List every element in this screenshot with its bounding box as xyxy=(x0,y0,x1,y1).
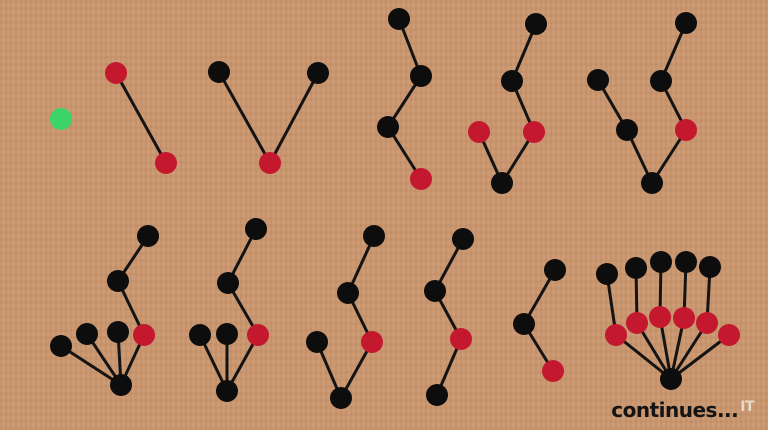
red-node xyxy=(247,324,269,346)
red-node xyxy=(133,324,155,346)
red-node xyxy=(155,152,177,174)
black-node xyxy=(625,257,647,279)
black-node xyxy=(596,263,618,285)
black-node xyxy=(76,323,98,345)
red-node xyxy=(542,360,564,382)
red-node xyxy=(361,331,383,353)
black-node xyxy=(216,323,238,345)
black-node xyxy=(675,251,697,273)
red-node xyxy=(649,306,671,328)
black-node xyxy=(245,218,267,240)
black-node xyxy=(426,384,448,406)
black-node xyxy=(452,228,474,250)
black-node xyxy=(675,12,697,34)
black-node xyxy=(491,172,513,194)
black-node xyxy=(424,280,446,302)
black-node xyxy=(525,13,547,35)
red-node xyxy=(105,62,127,84)
black-node xyxy=(107,270,129,292)
red-node xyxy=(696,312,718,334)
black-node xyxy=(137,225,159,247)
red-node xyxy=(523,121,545,143)
black-node xyxy=(216,380,238,402)
black-node xyxy=(616,119,638,141)
logo-mark: IT xyxy=(740,399,754,415)
black-node xyxy=(388,8,410,30)
tree-two-nodes xyxy=(105,62,177,174)
red-node xyxy=(410,168,432,190)
black-node xyxy=(330,387,352,409)
black-node xyxy=(50,335,72,357)
tree-edge xyxy=(217,70,272,165)
black-node xyxy=(650,251,672,273)
caption-text: continues xyxy=(611,398,717,422)
tree-single-node xyxy=(50,108,72,130)
black-node xyxy=(650,70,672,92)
tree-edge xyxy=(59,344,123,387)
red-node xyxy=(626,312,648,334)
black-node xyxy=(189,324,211,346)
black-node xyxy=(641,172,663,194)
red-node xyxy=(718,324,740,346)
black-node xyxy=(306,331,328,353)
red-node xyxy=(468,121,490,143)
red-node xyxy=(675,119,697,141)
black-node xyxy=(513,313,535,335)
red-node xyxy=(605,324,627,346)
tree-edge xyxy=(114,71,168,165)
tree-v-shape xyxy=(208,61,329,174)
tree-edge xyxy=(614,333,673,381)
tree-fan-three xyxy=(189,218,269,402)
green-node xyxy=(50,108,72,130)
black-node xyxy=(337,282,359,304)
tree-edge xyxy=(669,333,731,381)
tree-fan-four xyxy=(50,225,159,396)
tree-broom xyxy=(596,251,740,390)
black-node xyxy=(587,69,609,91)
black-node xyxy=(307,62,329,84)
continues-caption: continues... IT xyxy=(611,398,754,422)
black-node xyxy=(217,272,239,294)
black-node xyxy=(363,225,385,247)
black-node xyxy=(377,116,399,138)
tree-edge xyxy=(669,321,709,381)
black-node xyxy=(410,65,432,87)
tree-chain-three xyxy=(513,259,566,382)
caption-ellipsis: ... xyxy=(716,398,739,422)
red-node xyxy=(673,307,695,329)
black-node xyxy=(110,374,132,396)
black-node xyxy=(208,61,230,83)
black-node xyxy=(544,259,566,281)
tree-edge xyxy=(268,71,320,165)
tree-zigzag-down xyxy=(424,228,474,406)
tree-fork-left-leaf xyxy=(306,225,385,409)
tree-fork-long xyxy=(587,12,697,194)
black-node xyxy=(501,70,523,92)
black-node xyxy=(107,321,129,343)
tree-fork-right xyxy=(468,13,547,194)
red-node xyxy=(450,328,472,350)
black-node xyxy=(660,368,682,390)
red-node xyxy=(259,152,281,174)
tree-zigzag xyxy=(377,8,432,190)
black-node xyxy=(699,256,721,278)
